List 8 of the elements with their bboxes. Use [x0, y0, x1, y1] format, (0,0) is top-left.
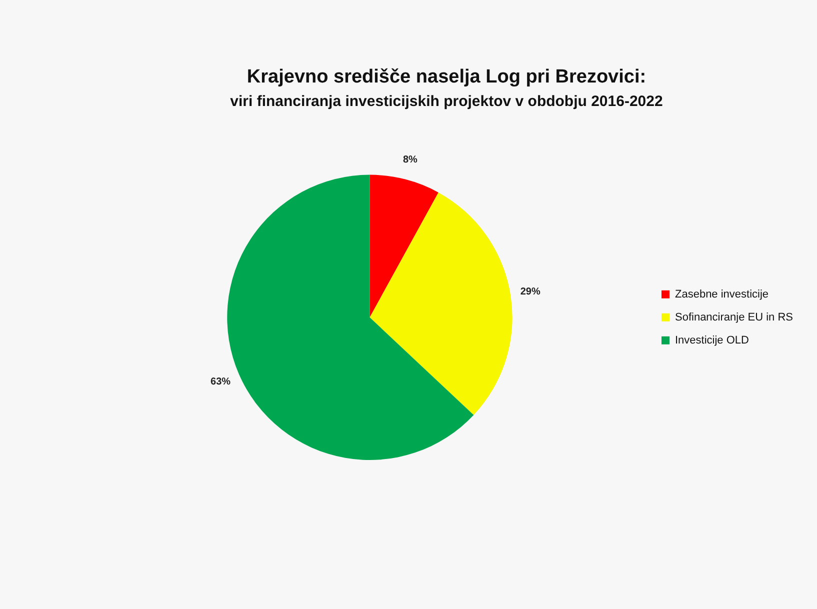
legend-label: Investicije OLD	[674, 334, 750, 346]
chart-subtitle: viri financiranja investicijskih projektov v obdobju 2016-2022	[230, 92, 663, 110]
data-label: 8%	[402, 154, 418, 166]
chart-title: Krajevno središče naselja Log pri Brezovici:	[246, 66, 646, 88]
data-label: 63%	[210, 376, 231, 388]
legend-label: Zasebne investicije	[674, 288, 769, 300]
data-label: 29%	[520, 286, 540, 298]
legend-label: Sofinanciranje EU in RS	[674, 311, 794, 324]
